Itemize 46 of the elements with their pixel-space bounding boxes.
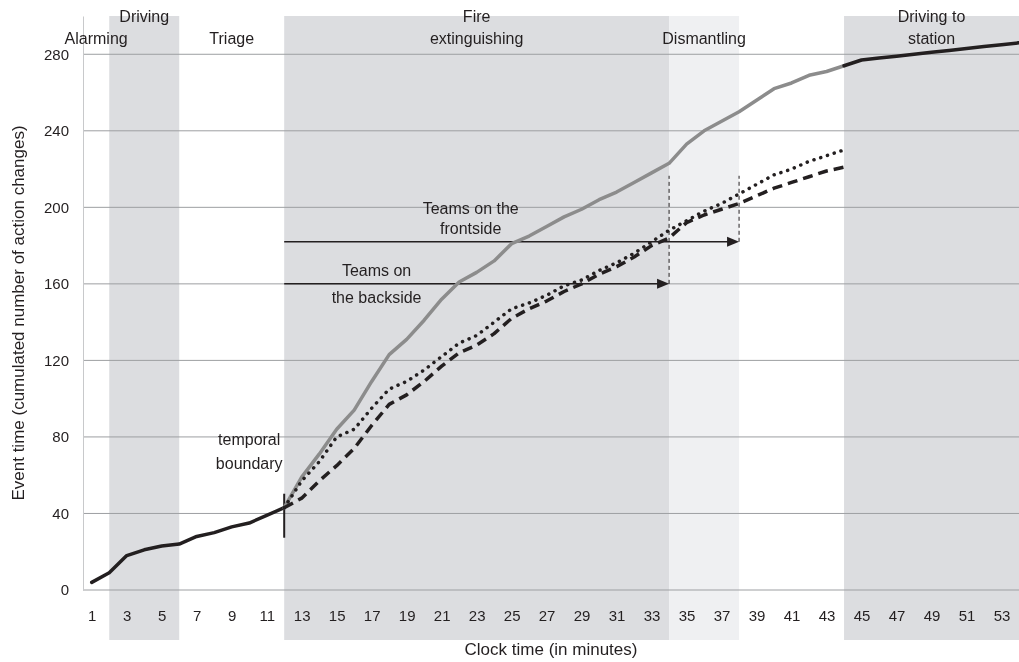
x-tick-label: 41 — [783, 606, 801, 624]
y-tick-label: 40 — [52, 504, 69, 522]
x-tick-label: 25 — [503, 606, 521, 624]
x-tick-label: 33 — [643, 606, 661, 624]
y-tick-label: 0 — [60, 581, 69, 599]
annotation: temporal boundary — [215, 430, 283, 472]
annotation: Alarming — [64, 30, 128, 47]
x-tick-label: 27 — [538, 606, 556, 624]
y-tick-label: 160 — [43, 275, 69, 293]
x-tick-label: 7 — [193, 606, 202, 624]
x-tick-label: 11 — [259, 606, 275, 624]
annotation: Triage — [209, 30, 255, 47]
x-tick-label: 31 — [608, 606, 626, 624]
x-tick-label: 5 — [158, 606, 167, 624]
x-tick-label: 51 — [958, 606, 976, 624]
x-tick-label: 9 — [228, 606, 237, 624]
x-tick-label: 35 — [678, 606, 696, 624]
x-tick-label: 3 — [123, 606, 132, 624]
x-tick-label: 19 — [398, 606, 416, 624]
x-tick-label: 1 — [88, 606, 97, 624]
x-tick-label: 45 — [853, 606, 871, 624]
x-tick-label: 43 — [818, 606, 836, 624]
x-tick-label: 37 — [713, 606, 731, 624]
band-label: Driving — [119, 8, 170, 25]
x-tick-label: 13 — [293, 606, 311, 624]
x-tick-label: 17 — [363, 606, 381, 624]
ref-line-label: Teams on the frontside — [422, 199, 519, 237]
y-tick-label: 120 — [43, 351, 69, 369]
x-tick-label: 47 — [888, 606, 906, 624]
x-tick-label: 15 — [328, 606, 346, 624]
x-tick-label: 23 — [468, 606, 486, 624]
ref-line-label: Teams on the backside — [331, 261, 422, 306]
y-tick-label: 200 — [43, 198, 69, 216]
y-tick-label: 280 — [43, 45, 69, 63]
y-tick-label: 80 — [52, 428, 69, 446]
x-tick-label: 21 — [433, 606, 451, 624]
x-tick-label: 53 — [993, 606, 1011, 624]
band-label: Driving to station — [897, 8, 966, 47]
x-tick-label: 49 — [923, 606, 941, 624]
y-tick-label: 240 — [43, 122, 69, 140]
band-label: Fire extinguishing — [429, 8, 524, 47]
band-label: Dismantling — [662, 30, 746, 47]
x-tick-label: 39 — [748, 606, 766, 624]
y-axis-title: Event time (cumulated number of action changes) — [9, 125, 28, 501]
x-tick-label: 29 — [573, 606, 591, 624]
x-axis-title: Clock time (in minutes) — [464, 640, 638, 659]
